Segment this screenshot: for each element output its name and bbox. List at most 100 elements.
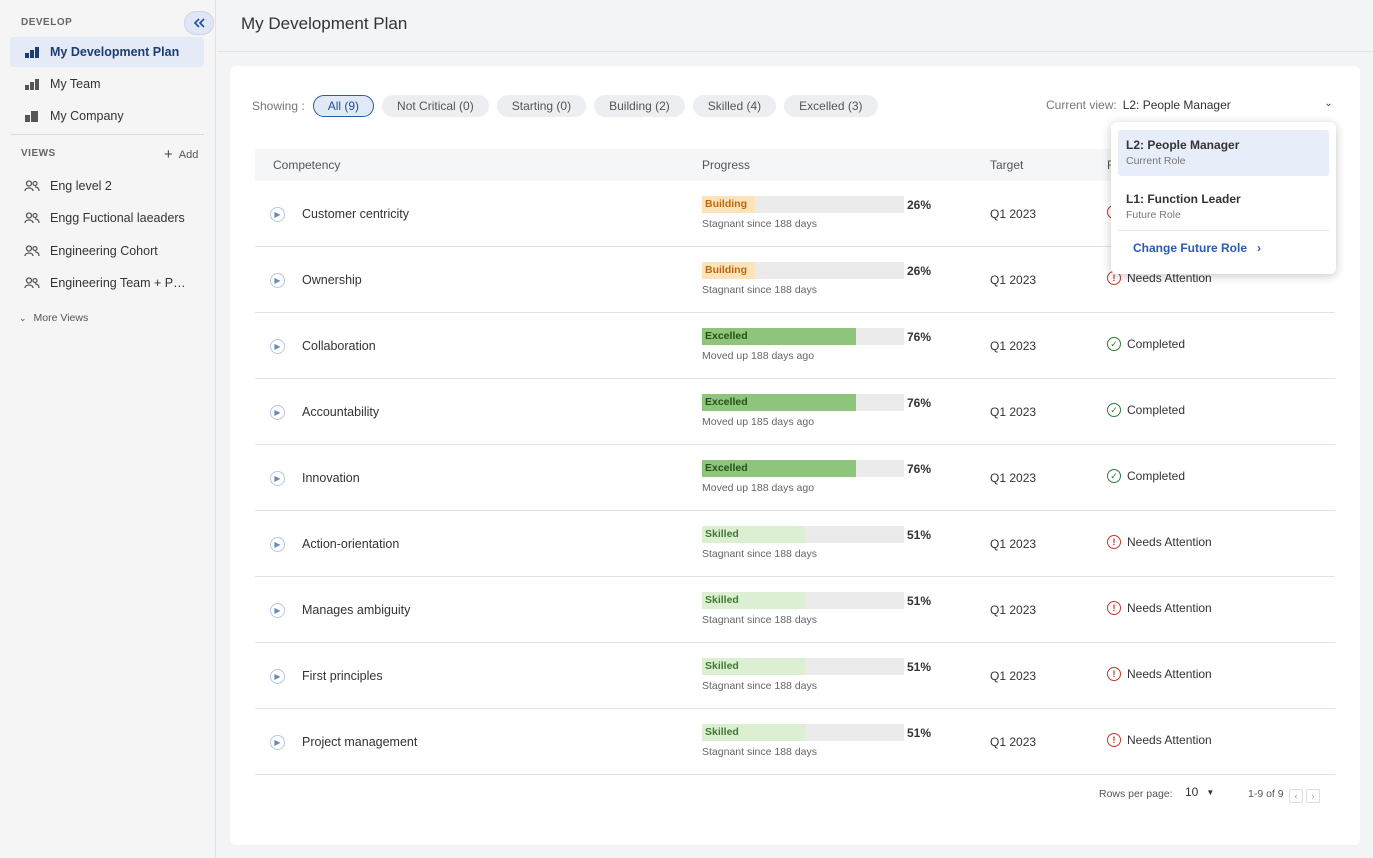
change-future-role-link[interactable]: Change Future Role › <box>1133 241 1261 255</box>
expand-row-icon[interactable]: ▶ <box>270 603 285 618</box>
target-value: Q1 2023 <box>990 339 1037 353</box>
next-page-button[interactable]: › <box>1306 789 1320 803</box>
sidebar-item-my-development-plan[interactable]: My Development Plan <box>10 37 204 67</box>
add-view-button[interactable]: + Add <box>164 146 198 163</box>
check-circle-icon: ✓ <box>1107 403 1121 417</box>
target-value: Q1 2023 <box>990 405 1037 419</box>
level-label: Skilled <box>705 594 739 606</box>
progress-fill <box>702 328 856 345</box>
table-row[interactable]: ▶ Action-orientation Skilled 51% Stagnant si… <box>255 511 1335 577</box>
expand-row-icon[interactable]: ▶ <box>270 405 285 420</box>
rows-per-page-value: 10 <box>1185 785 1199 799</box>
progress-fill <box>702 658 805 675</box>
sidebar-view-item[interactable]: Eng level 2 <box>10 171 204 201</box>
sidebar-view-label: Engineering Team + Peo… <box>50 276 190 290</box>
progress-percent: 76% <box>907 396 932 410</box>
sidebar-view-item[interactable]: Engineering Team + Peo… <box>10 268 204 298</box>
expand-row-icon[interactable]: ▶ <box>270 471 285 486</box>
table-row[interactable]: ▶ First principles Skilled 51% Stagnant sinc… <box>255 643 1335 709</box>
status-cell: ! Needs Attention <box>1107 667 1212 681</box>
alert-circle-icon: ! <box>1107 667 1121 681</box>
table-row[interactable]: ▶ Project management Skilled 51% Stagnant si… <box>255 709 1335 775</box>
sidebar-view-item[interactable]: Engineering Cohort <box>10 236 204 266</box>
sidebar-view-item[interactable]: Engg Fuctional laeaders <box>10 203 204 233</box>
competency-name: Project management <box>302 735 418 749</box>
group-icon <box>23 210 40 226</box>
progress-bar: Skilled <box>702 592 904 609</box>
prev-page-button[interactable]: ‹ <box>1289 789 1303 803</box>
expand-row-icon[interactable]: ▶ <box>270 669 285 684</box>
progress-note: Moved up 188 days ago <box>702 350 815 362</box>
expand-row-icon[interactable]: ▶ <box>270 273 285 288</box>
pagination-range: 1-9 of 9 <box>1248 788 1284 800</box>
expand-row-icon[interactable]: ▶ <box>270 537 285 552</box>
progress-fill <box>702 724 805 741</box>
chevron-down-icon: ⌄ <box>1324 98 1333 109</box>
filter-chip-building[interactable]: Building (2) <box>594 95 685 117</box>
progress-bar: Excelled <box>702 328 904 345</box>
rows-per-page-select[interactable]: 10 ▼ <box>1185 785 1214 799</box>
alert-circle-icon: ! <box>1107 733 1121 747</box>
level-label: Excelled <box>705 330 748 342</box>
filter-chip-all[interactable]: All (9) <box>312 95 375 117</box>
level-label: Building <box>705 198 747 210</box>
dropdown-option-future-role[interactable]: L1: Function Leader Future Role <box>1118 184 1329 230</box>
progress-bar: Excelled <box>702 394 904 411</box>
page-header: My Development Plan <box>217 0 1373 52</box>
option-subtitle: Future Role <box>1126 209 1181 221</box>
progress-bar: Skilled <box>702 526 904 543</box>
competency-name: First principles <box>302 669 383 683</box>
check-circle-icon: ✓ <box>1107 337 1121 351</box>
table-row[interactable]: ▶ Ownership Building 26% Stagnant since 188 … <box>255 247 1335 313</box>
expand-row-icon[interactable]: ▶ <box>270 207 285 222</box>
progress-percent: 51% <box>907 594 932 608</box>
sidebar-item-label: My Company <box>50 109 124 123</box>
status-label: Needs Attention <box>1127 667 1212 681</box>
sidebar-item-my-team[interactable]: My Team <box>10 69 204 99</box>
collapse-sidebar-button[interactable] <box>184 11 214 35</box>
progress-note: Moved up 188 days ago <box>702 482 815 494</box>
sidebar-divider <box>10 134 204 135</box>
progress-percent: 76% <box>907 462 932 476</box>
table-row[interactable]: ▶ Manages ambiguity Skilled 51% Stagnant sin… <box>255 577 1335 643</box>
target-value: Q1 2023 <box>990 207 1037 221</box>
competency-name: Accountability <box>302 405 380 419</box>
target-value: Q1 2023 <box>990 471 1037 485</box>
table-row[interactable]: ▶ Accountability Excelled 76% Moved up 185 d… <box>255 379 1335 445</box>
progress-bar: Building <box>702 262 904 279</box>
level-label: Skilled <box>705 528 739 540</box>
column-header-competency: Competency <box>273 158 341 172</box>
filter-chip-not-critical[interactable]: Not Critical (0) <box>382 95 489 117</box>
level-label: Skilled <box>705 726 739 738</box>
sidebar-item-my-company[interactable]: My Company <box>10 101 204 131</box>
sidebar-view-label: Engineering Cohort <box>50 244 158 258</box>
showing-label: Showing : <box>252 99 305 113</box>
progress-fill <box>702 262 755 279</box>
dropdown-option-current-role[interactable]: L2: People Manager Current Role <box>1118 130 1329 176</box>
filter-chip-excelled[interactable]: Excelled (3) <box>784 95 878 117</box>
develop-section-label: DEVELOP <box>21 17 73 28</box>
option-title: L2: People Manager <box>1126 138 1240 152</box>
expand-row-icon[interactable]: ▶ <box>270 339 285 354</box>
progress-fill <box>702 592 805 609</box>
status-label: Needs Attention <box>1127 271 1212 285</box>
sidebar-item-label: My Team <box>50 77 101 91</box>
group-icon <box>23 178 40 194</box>
expand-row-icon[interactable]: ▶ <box>270 735 285 750</box>
current-view-select[interactable]: L2: People Manager ⌄ <box>1123 98 1333 112</box>
filter-chip-starting[interactable]: Starting (0) <box>496 95 587 117</box>
chevron-left-icon: ‹ <box>1294 791 1298 801</box>
progress-bar: Excelled <box>702 460 904 477</box>
table-row[interactable]: ▶ Innovation Excelled 76% Moved up 188 days … <box>255 445 1335 511</box>
status-cell: ✓ Completed <box>1107 403 1185 417</box>
competency-name: Innovation <box>302 471 360 485</box>
more-views-label: More Views <box>33 312 89 324</box>
progress-fill <box>702 526 805 543</box>
check-circle-icon: ✓ <box>1107 469 1121 483</box>
progress-fill <box>702 460 856 477</box>
table-row[interactable]: ▶ Collaboration Excelled 76% Moved up 188 da… <box>255 313 1335 379</box>
progress-note: Stagnant since 188 days <box>702 548 817 560</box>
filter-chip-skilled[interactable]: Skilled (4) <box>692 95 777 117</box>
current-view-value: L2: People Manager <box>1122 98 1231 112</box>
more-views-toggle[interactable]: ⌄ More Views <box>19 312 88 324</box>
